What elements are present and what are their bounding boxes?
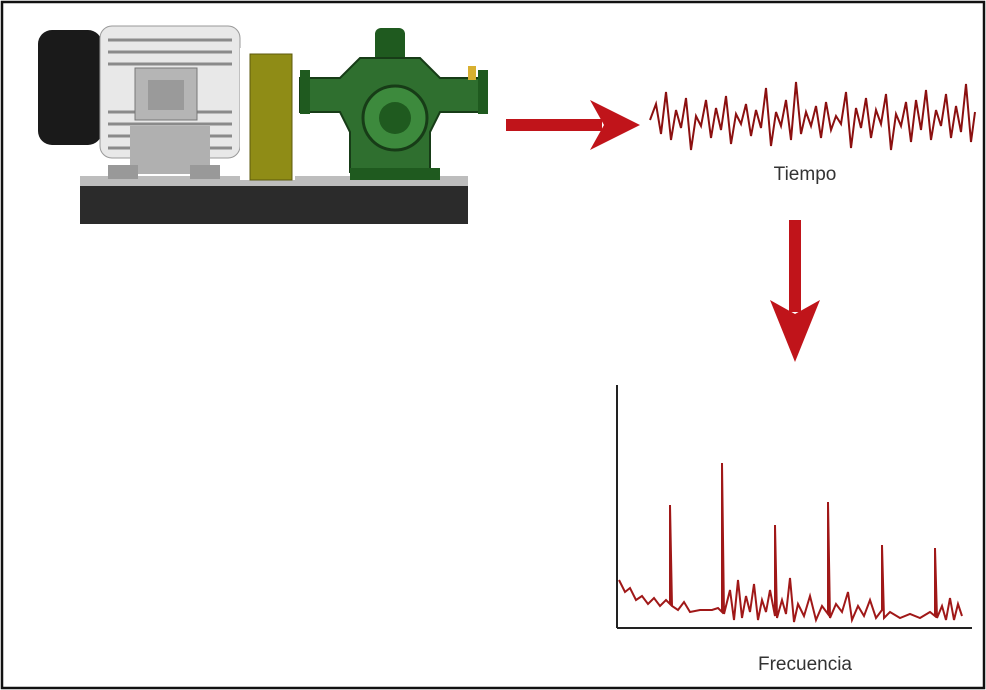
arrow-right [506, 100, 640, 150]
motor-pump-illustration [38, 25, 488, 224]
arrow-down [770, 220, 820, 362]
time-signal [649, 81, 976, 151]
frequency-label: Frecuencia [758, 654, 852, 675]
time-label: Tiempo [774, 164, 837, 185]
spectrum [616, 385, 972, 629]
